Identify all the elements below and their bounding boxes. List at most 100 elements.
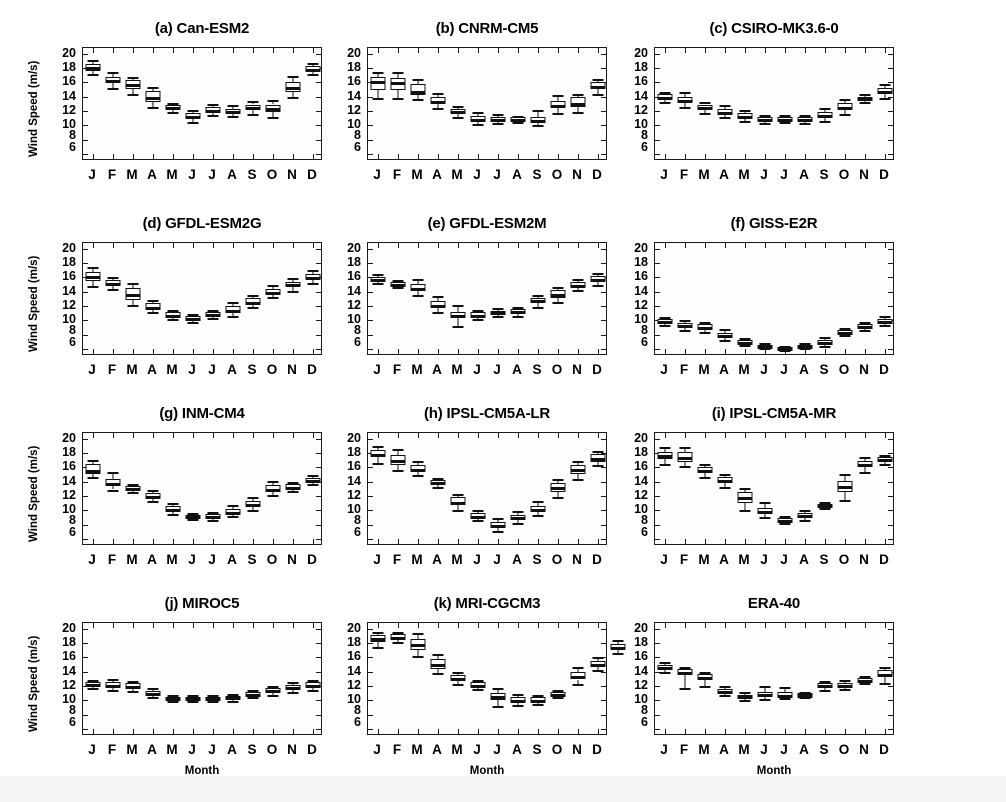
y-tick-mark: [83, 657, 88, 659]
x-tick-mark: [685, 539, 686, 544]
whisker-cap-lower: [147, 500, 159, 503]
x-tick-label: A: [147, 167, 157, 182]
x-tick-label: M: [698, 552, 710, 567]
median-line: [370, 80, 386, 84]
iqr-box: [570, 671, 586, 680]
y-tick-mark-right: [888, 263, 893, 265]
x-tick-mark-top: [213, 433, 214, 438]
whisker-cap-lower: [247, 307, 259, 310]
x-tick-mark-top: [785, 243, 786, 248]
x-tick-mark-top: [745, 433, 746, 438]
y-tick-mark-right: [888, 305, 893, 307]
x-tick-label: J: [660, 362, 668, 377]
x-tick-mark-top: [745, 243, 746, 248]
x-tick-mark-top: [173, 48, 174, 53]
x-tick-label: O: [266, 552, 278, 567]
whisker-cap-upper: [739, 338, 751, 341]
x-tick-label: J: [188, 552, 196, 567]
whisker-cap-lower: [679, 330, 691, 333]
y-tick-mark-right: [316, 538, 321, 540]
box-plot-glyph: [145, 48, 161, 161]
whisker-lower: [92, 685, 94, 689]
x-tick-mark-top: [805, 433, 806, 438]
y-tick-label: 6: [354, 139, 361, 154]
x-tick-mark: [765, 349, 766, 354]
box-plot-glyph: [677, 433, 693, 546]
median-line: [125, 685, 141, 689]
x-tick-label: A: [147, 362, 157, 377]
whisker-cap-upper: [472, 310, 484, 313]
x-tick-mark: [805, 349, 806, 354]
whisker-cap-lower: [267, 495, 279, 498]
x-tick-mark-top: [825, 623, 826, 628]
box-plot-glyph: [717, 243, 733, 356]
whisker-cap-lower: [592, 94, 604, 97]
whisker-cap-upper: [127, 680, 139, 683]
y-tick-label: 16: [634, 269, 648, 284]
plot-frame: [367, 242, 607, 355]
whisker-cap-lower: [492, 530, 504, 533]
x-tick-mark-top: [578, 48, 579, 53]
box-plot-glyph: [877, 243, 893, 356]
y-tick-label: 18: [62, 60, 76, 75]
x-tick-mark-top: [578, 243, 579, 248]
x-tick-label: D: [879, 552, 889, 567]
x-tick-label: O: [838, 167, 850, 182]
whisker-lower: [804, 120, 806, 124]
median-line: [285, 86, 301, 90]
x-tick-mark-top: [313, 623, 314, 628]
box-plot-glyph: [877, 623, 893, 736]
x-tick-label: M: [126, 167, 138, 182]
whisker-upper: [292, 75, 294, 82]
panel-title: (j) MIROC5: [164, 595, 240, 612]
whisker-cap-lower: [247, 113, 259, 116]
y-tick-mark: [368, 495, 373, 497]
x-tick-mark: [578, 539, 579, 544]
whisker-cap-upper: [799, 114, 811, 117]
y-tick-mark: [655, 110, 660, 112]
x-tick-mark-top: [313, 433, 314, 438]
whisker-cap-upper: [167, 103, 179, 106]
y-tick-label: 20: [347, 430, 361, 445]
x-tick-label: O: [551, 742, 563, 757]
x-tick-mark-top: [133, 433, 134, 438]
x-tick-mark-top: [498, 433, 499, 438]
x-tick-mark: [193, 539, 194, 544]
x-tick-mark: [885, 539, 886, 544]
y-tick-label: 8: [641, 127, 648, 142]
x-tick-mark: [705, 154, 706, 159]
whisker-cap-upper: [247, 689, 259, 692]
whisker-upper: [764, 502, 766, 509]
x-tick-mark-top: [665, 433, 666, 438]
whisker-cap-lower: [187, 321, 199, 324]
whisker-lower: [664, 98, 666, 102]
y-tick-mark: [655, 671, 660, 673]
x-tick-mark: [845, 154, 846, 159]
whisker-cap-lower: [839, 335, 851, 338]
x-tick-label: A: [719, 362, 729, 377]
whisker-cap-lower: [739, 120, 751, 123]
whisker-upper: [397, 72, 399, 79]
x-tick-mark: [173, 729, 174, 734]
panel-f: (f) GISS-E2R 20 18 16 14 12 10 8 6 J F M A M J J A S O N D: [634, 215, 894, 377]
x-tick-mark: [558, 349, 559, 354]
x-tick-mark-top: [173, 243, 174, 248]
median-line: [305, 68, 321, 72]
box-plot-glyph: [430, 243, 446, 356]
whisker-lower: [664, 459, 666, 465]
x-tick-label: S: [247, 167, 257, 182]
whisker-cap-upper: [572, 93, 584, 96]
whisker-cap-upper: [779, 686, 791, 689]
x-tick-mark: [458, 539, 459, 544]
x-tick-mark-top: [438, 433, 439, 438]
y-tick-label: 16: [347, 649, 361, 664]
x-tick-mark: [865, 349, 866, 354]
box-plot-glyph: [305, 243, 321, 356]
whisker-cap-lower: [552, 113, 564, 116]
x-tick-mark-top: [418, 623, 419, 628]
whisker-lower: [397, 638, 399, 642]
x-tick-label: J: [88, 742, 96, 757]
whisker-lower: [517, 702, 519, 706]
whisker-cap-upper: [147, 688, 159, 691]
x-tick-mark: [418, 154, 419, 159]
